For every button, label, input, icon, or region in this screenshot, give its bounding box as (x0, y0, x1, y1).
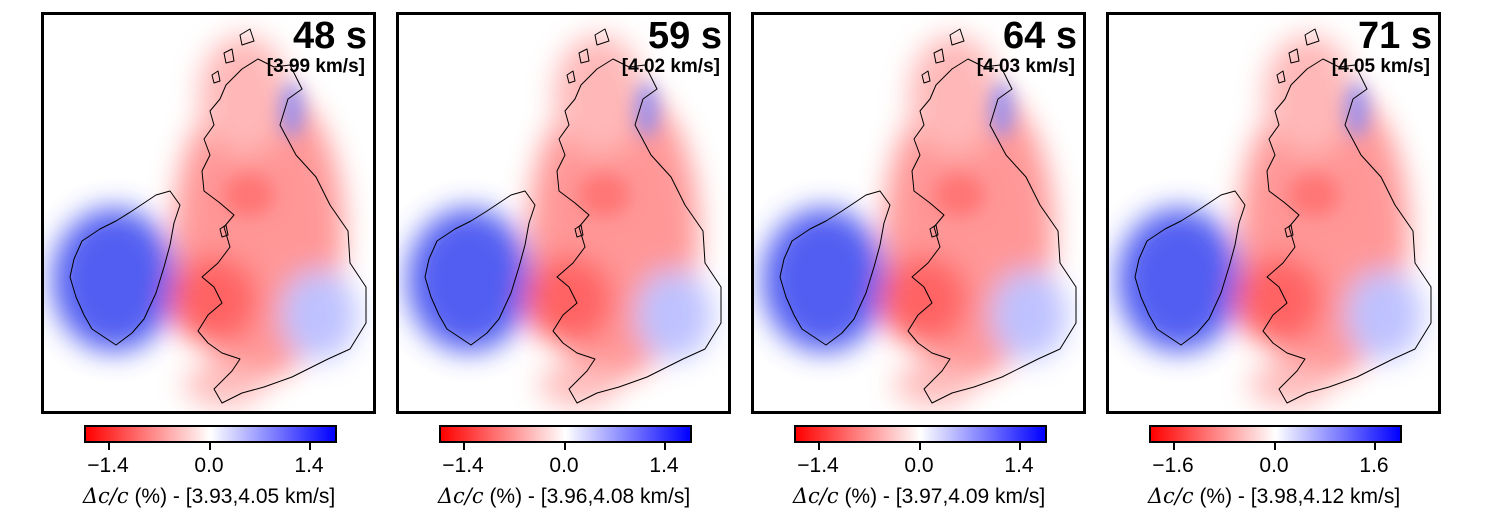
map-frame: 64 s [4.03 km/s] (751, 12, 1086, 414)
colorbar-tick-min: −1.4 (797, 454, 839, 477)
map-frame: 48 s [3.99 km/s] (41, 12, 376, 414)
colorbar-unit-range: (%) - [3.98,4.12 km/s] (1199, 485, 1401, 508)
colorbar-tick-zero: 0.0 (904, 454, 934, 477)
colorbar-tick (1374, 443, 1376, 450)
colorbar-tick (919, 443, 921, 450)
delta-c-symbol: Δc/c (1147, 484, 1194, 508)
colorbar-unit-range: (%) - [3.97,4.09 km/s] (844, 485, 1046, 508)
colorbar-tick (108, 443, 110, 450)
map-panel-48s: 48 s [3.99 km/s] (41, 12, 376, 414)
colorbar-label-64s: Δc/c (%) - [3.97,4.09 km/s] (793, 484, 1045, 509)
colorbar-label-71s: Δc/c (%) - [3.98,4.12 km/s] (1148, 484, 1400, 509)
colorbar-tick-max: 1.4 (294, 454, 324, 477)
reference-velocity: [4.03 km/s] (976, 56, 1075, 77)
period-label: 48 s (293, 15, 367, 57)
delta-c-symbol: Δc/c (792, 484, 839, 508)
colorbar-tick-max: 1.6 (1359, 454, 1389, 477)
colorbar-64s (794, 425, 1047, 443)
reference-velocity: [4.02 km/s] (621, 56, 720, 77)
colorbar-tick-zero: 0.0 (549, 454, 579, 477)
delta-c-symbol: Δc/c (82, 484, 129, 508)
colorbar-tick (209, 443, 211, 450)
reference-velocity: [3.99 km/s] (266, 56, 365, 77)
colorbar-tick (1274, 443, 1276, 450)
map-panel-71s: 71 s [4.05 km/s] (1106, 12, 1441, 414)
period-label: 59 s (648, 15, 722, 57)
colorbar-71s (1149, 425, 1402, 443)
colorbar-tick-zero: 0.0 (194, 454, 224, 477)
period-label: 71 s (1358, 15, 1432, 57)
colorbar-unit-range: (%) - [3.96,4.08 km/s] (489, 485, 691, 508)
colorbar-tick-min: −1.4 (442, 454, 484, 477)
map-panel-59s: 59 s [4.02 km/s] (396, 12, 731, 414)
colorbar-48s (84, 425, 337, 443)
colorbar-tick (564, 443, 566, 450)
colorbar-unit-range: (%) - [3.93,4.05 km/s] (134, 485, 336, 508)
map-panel-64s: 64 s [4.03 km/s] (751, 12, 1086, 414)
colorbar-tick (1019, 443, 1021, 450)
colorbar-tick (1173, 443, 1175, 450)
colorbar-tick-min: −1.4 (87, 454, 129, 477)
colorbar-tick-max: 1.4 (1004, 454, 1034, 477)
colorbar-tick (309, 443, 311, 450)
reference-velocity: [4.05 km/s] (1331, 56, 1430, 77)
map-frame: 59 s [4.02 km/s] (396, 12, 731, 414)
colorbar-tick (664, 443, 666, 450)
colorbar-label-59s: Δc/c (%) - [3.96,4.08 km/s] (438, 484, 690, 509)
colorbar-label-48s: Δc/c (%) - [3.93,4.05 km/s] (83, 484, 335, 509)
colorbar-tick-zero: 0.0 (1259, 454, 1289, 477)
map-frame: 71 s [4.05 km/s] (1106, 12, 1441, 414)
colorbar-tick (463, 443, 465, 450)
period-label: 64 s (1003, 15, 1077, 57)
colorbar-tick-max: 1.4 (649, 454, 679, 477)
colorbar-tick (818, 443, 820, 450)
colorbar-59s (439, 425, 692, 443)
delta-c-symbol: Δc/c (437, 484, 484, 508)
colorbar-tick-min: −1.6 (1152, 454, 1194, 477)
